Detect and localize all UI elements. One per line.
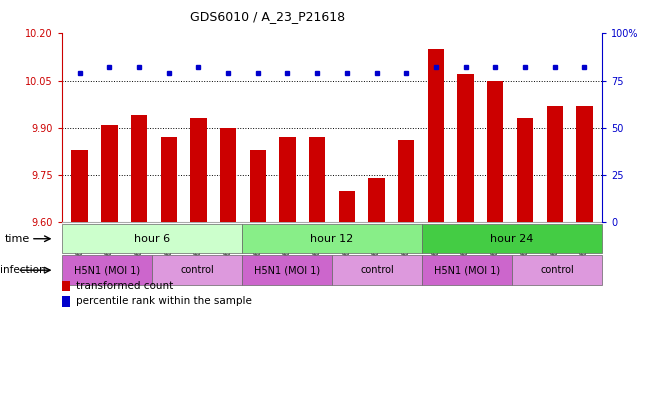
Bar xyxy=(332,255,422,285)
Bar xyxy=(576,106,592,222)
Text: control: control xyxy=(180,265,214,275)
Text: hour 24: hour 24 xyxy=(490,234,534,244)
Bar xyxy=(152,255,242,285)
Bar xyxy=(279,137,296,222)
Text: percentile rank within the sample: percentile rank within the sample xyxy=(76,296,253,307)
Text: time: time xyxy=(5,234,30,244)
Text: H5N1 (MOI 1): H5N1 (MOI 1) xyxy=(74,265,140,275)
Bar xyxy=(190,118,206,222)
Text: infection: infection xyxy=(0,265,46,275)
Bar xyxy=(249,150,266,222)
Bar xyxy=(72,150,88,222)
Bar xyxy=(62,281,70,291)
Bar xyxy=(422,224,602,253)
Bar xyxy=(339,191,355,222)
Text: control: control xyxy=(360,265,394,275)
Text: GDS6010 / A_23_P21618: GDS6010 / A_23_P21618 xyxy=(189,10,345,23)
Text: hour 12: hour 12 xyxy=(311,234,353,244)
Bar xyxy=(242,224,422,253)
Bar xyxy=(368,178,385,222)
Bar xyxy=(131,115,147,222)
Text: hour 6: hour 6 xyxy=(134,234,170,244)
Bar xyxy=(517,118,533,222)
Bar xyxy=(428,49,444,222)
Bar xyxy=(161,137,177,222)
Bar xyxy=(398,140,415,222)
Bar xyxy=(546,106,563,222)
Bar xyxy=(487,81,503,222)
Bar xyxy=(242,255,332,285)
Bar xyxy=(62,255,152,285)
Text: H5N1 (MOI 1): H5N1 (MOI 1) xyxy=(254,265,320,275)
Text: transformed count: transformed count xyxy=(76,281,174,291)
Bar xyxy=(512,255,602,285)
Bar xyxy=(62,296,70,307)
Text: H5N1 (MOI 1): H5N1 (MOI 1) xyxy=(434,265,500,275)
Bar xyxy=(309,137,326,222)
Bar xyxy=(62,224,242,253)
Bar xyxy=(458,74,474,222)
Text: control: control xyxy=(540,265,574,275)
Bar xyxy=(220,128,236,222)
Bar xyxy=(101,125,118,222)
Bar xyxy=(422,255,512,285)
